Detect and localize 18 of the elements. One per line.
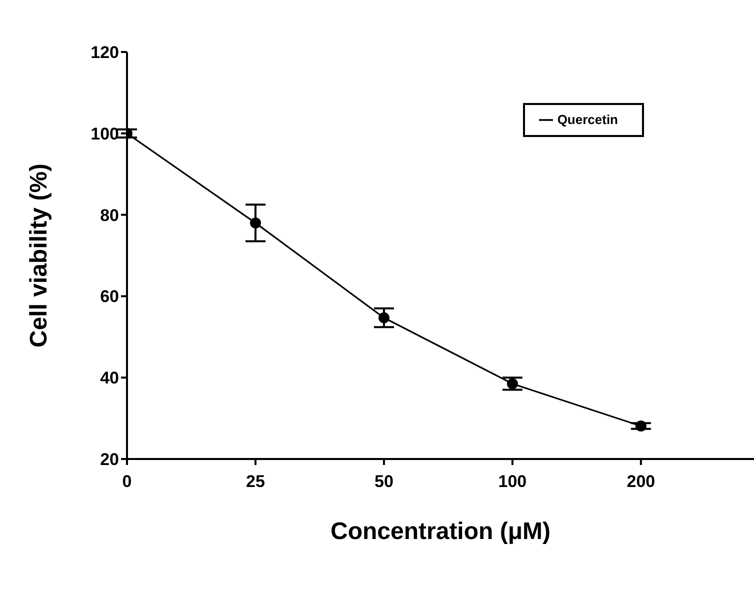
x-tick-label: 25: [246, 472, 265, 492]
y-tick-label: 100: [90, 124, 119, 144]
point: [506, 378, 518, 390]
x-tick-label: 200: [626, 472, 656, 492]
y-tick-label: 40: [100, 368, 119, 388]
x-tick-label: 0: [122, 472, 132, 492]
point: [250, 217, 261, 228]
y-axis-title: Cell viability (%): [26, 163, 53, 348]
point: [378, 312, 390, 324]
x-tick-label: 100: [498, 472, 527, 492]
y-tick-label: 20: [100, 450, 119, 470]
y-tick-label: 80: [100, 206, 119, 225]
point: [635, 420, 646, 432]
y-tick-label: 120: [90, 43, 119, 62]
legend-label: Quercetin: [557, 112, 618, 127]
x-axis-title: Concentration (μM): [330, 518, 550, 545]
x-tick-label: 50: [374, 472, 394, 492]
y-tick-label: 60: [100, 287, 119, 306]
